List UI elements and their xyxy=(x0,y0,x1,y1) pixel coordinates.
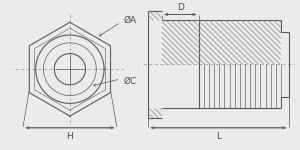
Text: H: H xyxy=(67,132,73,141)
Text: L: L xyxy=(216,132,221,141)
Text: ØC: ØC xyxy=(124,76,137,85)
Text: ØA: ØA xyxy=(124,16,137,25)
Text: D: D xyxy=(177,3,184,12)
